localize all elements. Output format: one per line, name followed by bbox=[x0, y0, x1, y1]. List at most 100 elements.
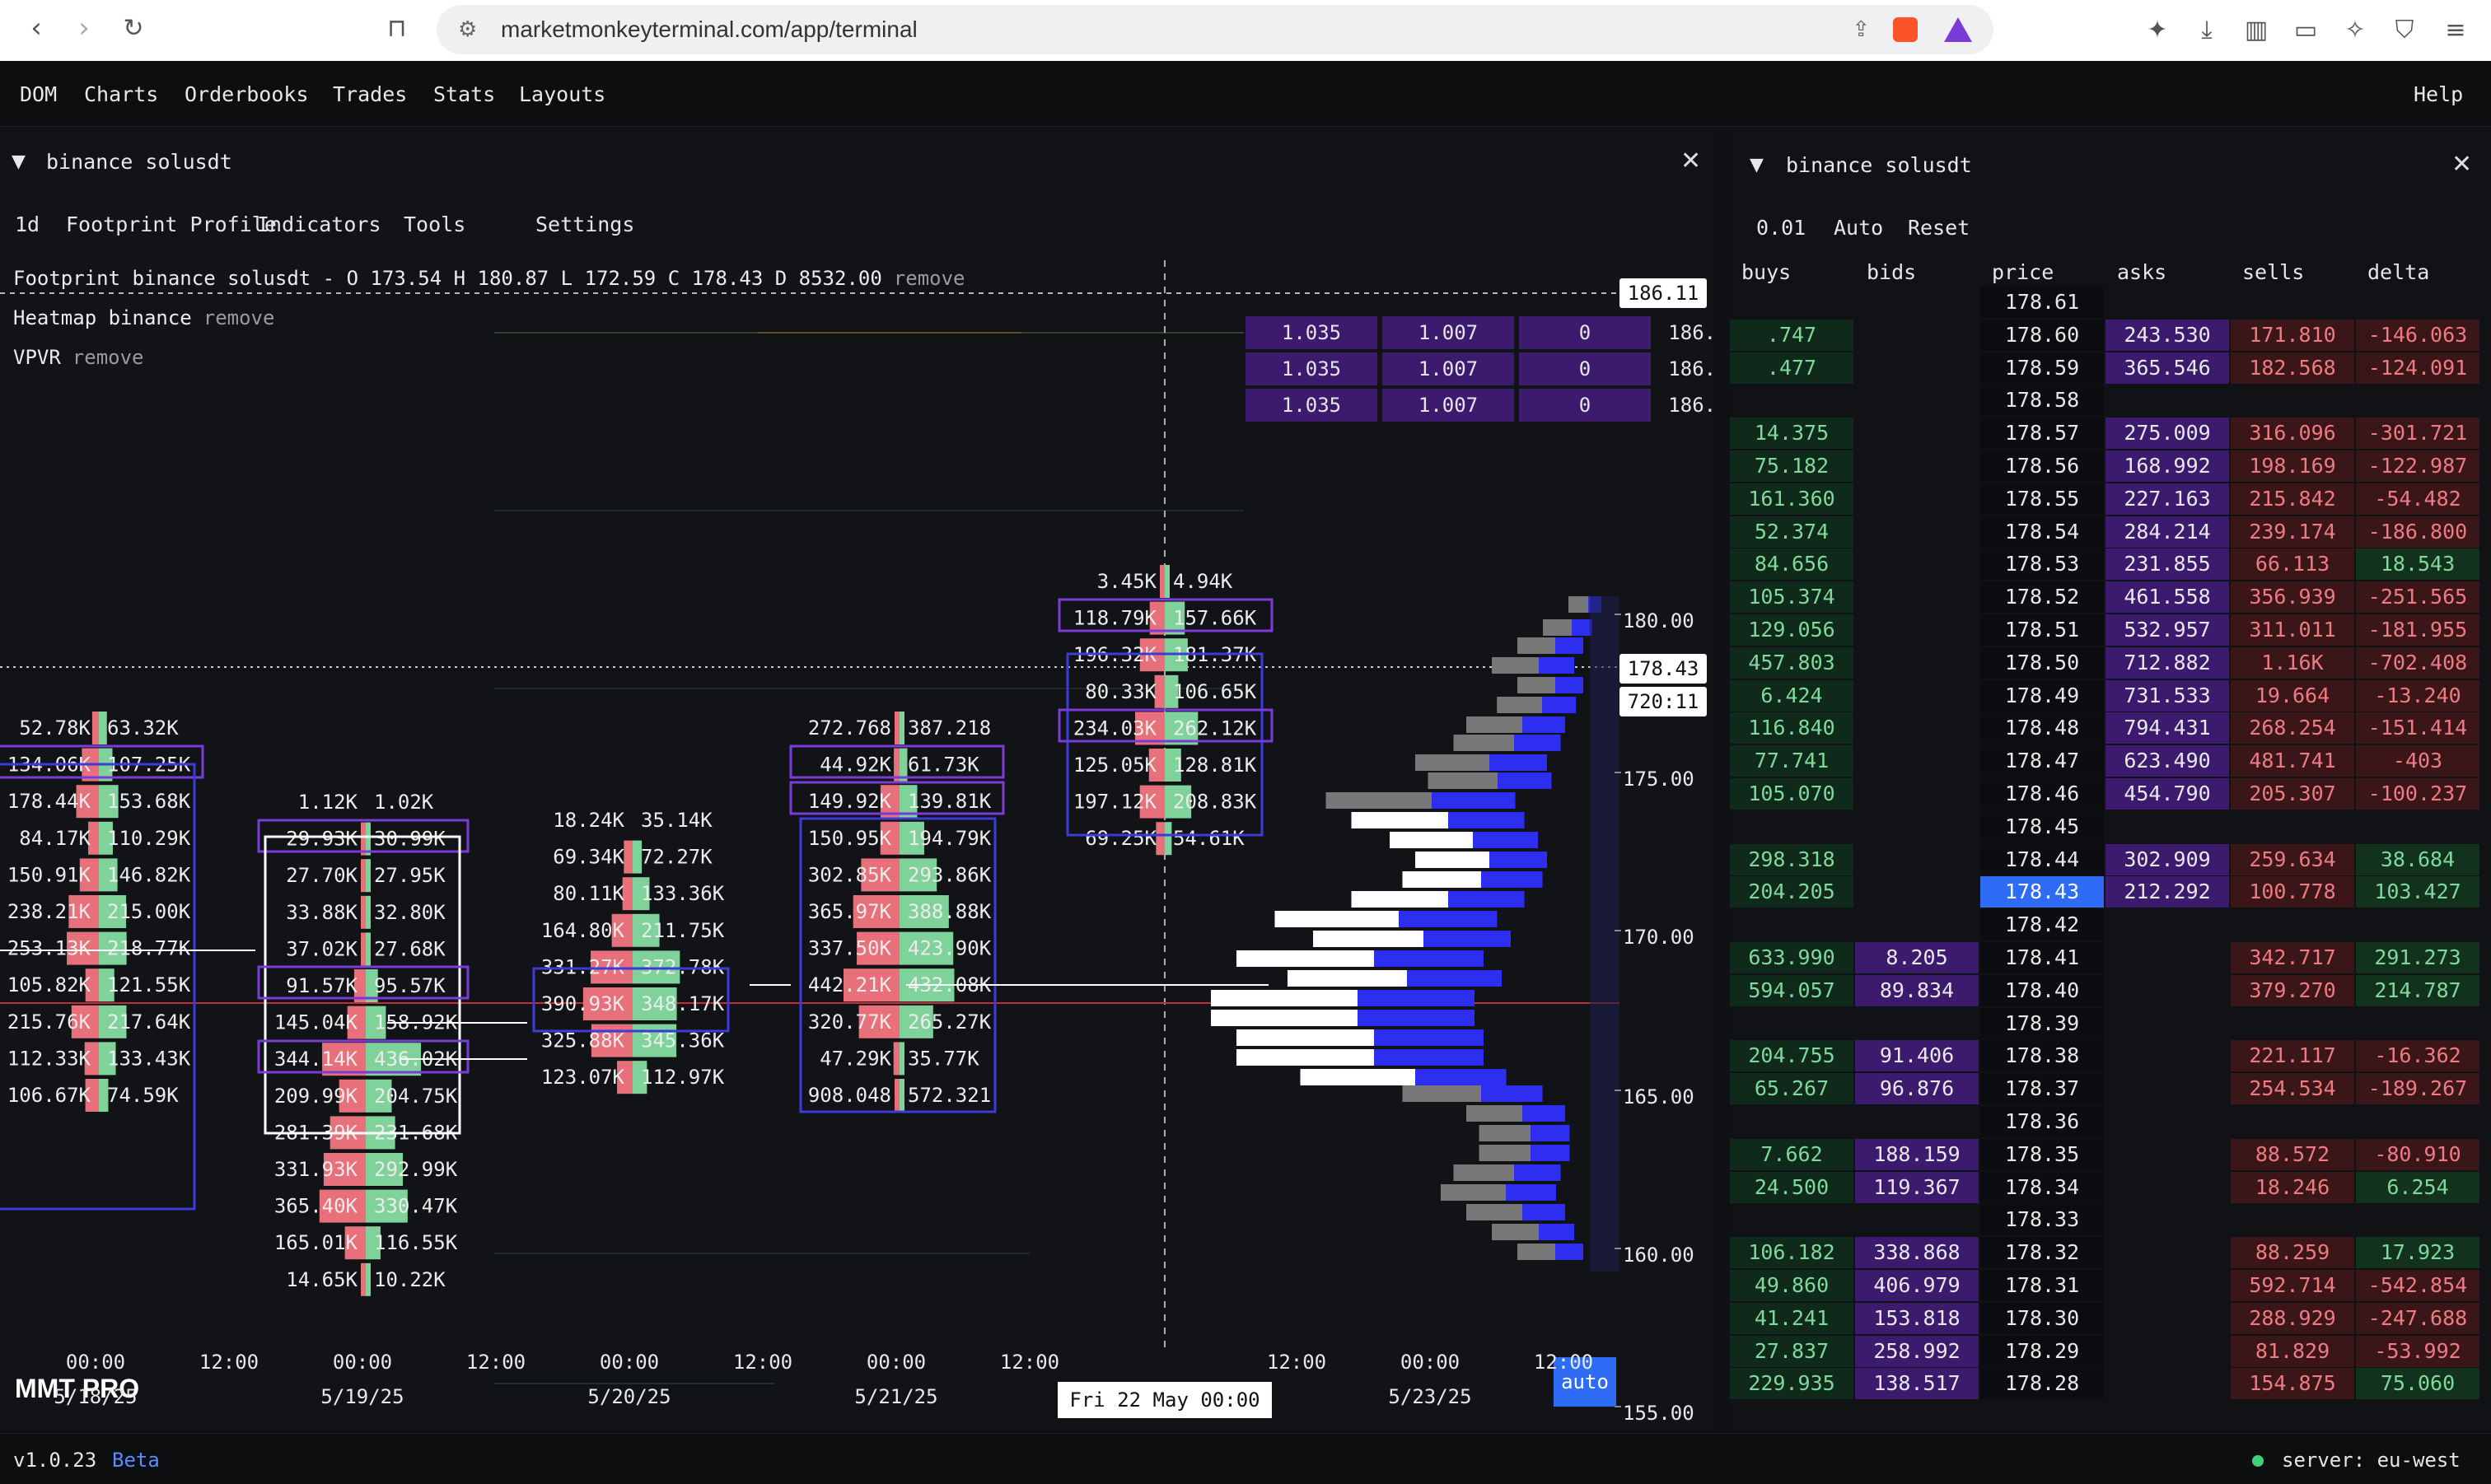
dom-row[interactable]: 24.500 119.367 178.34 18.246 6.254 bbox=[1730, 1171, 2491, 1205]
dom-row[interactable]: 298.318 178.44 302.909 259.634 38.684 bbox=[1730, 843, 2491, 877]
dom-row[interactable]: 6.424 178.49 731.533 19.664 -13.240 bbox=[1730, 679, 2491, 713]
dom-panel-title: binance solusdt bbox=[1786, 153, 1972, 177]
bid-volume-label: 125.05K bbox=[1073, 754, 1157, 777]
vpvr-sell-bar bbox=[1521, 1204, 1565, 1220]
bookmark-icon[interactable]: ⊓ bbox=[387, 13, 407, 43]
settings-button[interactable]: Settings bbox=[535, 212, 635, 236]
time-axis-tick-label: 00:00 bbox=[1400, 1351, 1460, 1374]
remove-heatmap-button[interactable]: remove bbox=[203, 306, 275, 329]
dom-row[interactable]: .477 178.59 365.546 182.568 -124.091 bbox=[1730, 352, 2491, 385]
dom-cell-sells: 182.568 bbox=[2231, 352, 2354, 384]
leo-icon[interactable]: ✧ bbox=[2344, 15, 2366, 44]
vpvr-background bbox=[1590, 596, 1619, 1272]
bid-volume-label: 18.24K bbox=[553, 809, 624, 832]
timeframe-button[interactable]: 1d bbox=[15, 212, 40, 236]
dom-row[interactable]: 52.374 178.54 284.214 239.174 -186.800 bbox=[1730, 516, 2491, 549]
dom-row[interactable]: 105.070 178.46 454.790 205.307 -100.237 bbox=[1730, 778, 2491, 811]
dom-row[interactable]: 14.375 178.57 275.009 316.096 -301.721 bbox=[1730, 418, 2491, 450]
dom-row[interactable]: 178.39 bbox=[1730, 1007, 2491, 1041]
menu-dom[interactable]: DOM bbox=[20, 82, 58, 106]
dom-row[interactable]: 594.057 89.834 178.40 379.270 214.787 bbox=[1730, 974, 2491, 1008]
vpvr-buy-bar bbox=[1236, 1029, 1374, 1046]
ask-volume-bar bbox=[900, 712, 904, 744]
menu-stats[interactable]: Stats bbox=[433, 82, 496, 106]
remove-footprint-button[interactable]: remove bbox=[893, 267, 965, 290]
brave-rewards-icon[interactable] bbox=[1944, 17, 1972, 42]
auto-scale-button[interactable]: auto bbox=[1554, 1357, 1616, 1407]
dom-row[interactable]: 178.42 bbox=[1730, 909, 2491, 942]
menu-orderbooks[interactable]: Orderbooks bbox=[185, 82, 309, 106]
bid-volume-bar bbox=[880, 785, 900, 819]
time-axis-tick-label: 00:00 bbox=[599, 1351, 660, 1374]
dom-cell-sells: 18.246 bbox=[2231, 1171, 2354, 1203]
dom-cell-delta: 291.273 bbox=[2356, 942, 2479, 973]
sidebar-icon[interactable]: ▥ bbox=[2244, 15, 2269, 44]
bid-volume-bar bbox=[843, 968, 900, 1002]
dom-row[interactable]: 65.267 96.876 178.37 254.534 -189.267 bbox=[1730, 1073, 2491, 1106]
menu-charts[interactable]: Charts bbox=[84, 82, 159, 106]
dom-row[interactable]: 178.45 bbox=[1730, 810, 2491, 844]
dom-row[interactable]: 178.36 bbox=[1730, 1106, 2491, 1139]
dom-cell-asks bbox=[2105, 1008, 2229, 1039]
vpn-icon[interactable]: ⛉ bbox=[2395, 15, 2414, 44]
dom-row[interactable]: 116.840 178.48 794.431 268.254 -151.414 bbox=[1730, 712, 2491, 745]
tick-size-select[interactable]: 0.01 bbox=[1756, 216, 1806, 240]
dom-row[interactable]: 27.837 258.992 178.29 81.829 -53.992 bbox=[1730, 1335, 2491, 1369]
dom-row[interactable]: 77.741 178.47 623.490 481.741 -403 bbox=[1730, 745, 2491, 778]
dom-row[interactable]: 161.360 178.55 227.163 215.842 -54.482 bbox=[1730, 483, 2491, 516]
dom-row[interactable]: 204.755 91.406 178.38 221.117 -16.362 bbox=[1730, 1040, 2491, 1073]
menu-trades[interactable]: Trades bbox=[333, 82, 408, 106]
chart-canvas[interactable]: 52.78K 63.32K 134.06K 107.25K 178.44K 153.68K… bbox=[0, 260, 1715, 1426]
brave-shield-icon[interactable] bbox=[1893, 17, 1918, 42]
dom-ladder[interactable]: 178.61.747 178.60 243.530 171.810 -146.063.4… bbox=[1730, 287, 2491, 1426]
legend-footprint: Footprint binance solusdt - O 173.54 H 1… bbox=[13, 267, 965, 290]
dom-header-price: price bbox=[1992, 260, 2054, 284]
dom-row[interactable]: 49.860 406.979 178.31 592.714 -542.854 bbox=[1730, 1270, 2491, 1303]
bid-volume-label: 234.03K bbox=[1073, 716, 1157, 740]
collapse-icon[interactable]: ▼ bbox=[12, 152, 26, 172]
dom-row[interactable]: 7.662 188.159 178.35 88.572 -80.910 bbox=[1730, 1138, 2491, 1172]
address-bar[interactable]: ⚙ marketmonkeyterminal.com/app/terminal … bbox=[437, 5, 1993, 54]
dom-row[interactable]: 75.182 178.56 168.992 198.169 -122.987 bbox=[1730, 450, 2491, 483]
dom-row[interactable]: 178.33 bbox=[1730, 1204, 2491, 1237]
menu-help[interactable]: Help bbox=[2414, 82, 2464, 106]
dom-row[interactable]: 41.241 153.818 178.30 288.929 -247.688 bbox=[1730, 1302, 2491, 1336]
remove-vpvr-button[interactable]: remove bbox=[72, 346, 144, 369]
extensions-icon[interactable]: ✦ bbox=[2147, 15, 2168, 44]
collapse-icon[interactable]: ▼ bbox=[1750, 155, 1764, 175]
download-icon[interactable]: ⤓ bbox=[2201, 15, 2213, 44]
dom-row[interactable]: 105.374 178.52 461.558 356.939 -251.565 bbox=[1730, 581, 2491, 614]
auto-center-button[interactable]: Auto bbox=[1834, 216, 1884, 240]
reset-button[interactable]: Reset bbox=[1908, 216, 1970, 240]
close-icon[interactable]: ✕ bbox=[2451, 150, 2473, 179]
browser-toolbar: ‹ › ↻ ⊓ ⚙ marketmonkeyterminal.com/app/t… bbox=[0, 0, 2491, 61]
wallet-icon[interactable]: ▭ bbox=[2293, 15, 2318, 44]
dom-row[interactable]: 204.205 178.43 212.292 100.778 103.427 bbox=[1730, 876, 2491, 909]
forward-icon[interactable]: › bbox=[78, 12, 90, 44]
dom-row[interactable]: 633.990 8.205 178.41 342.717 291.273 bbox=[1730, 942, 2491, 975]
share-icon[interactable]: ⇪ bbox=[1852, 17, 1870, 42]
reload-icon[interactable]: ↻ bbox=[123, 13, 144, 43]
beta-badge[interactable]: Beta bbox=[112, 1449, 160, 1472]
dom-row[interactable]: 229.935 138.517 178.28 154.875 75.060 bbox=[1730, 1368, 2491, 1401]
dom-cell-sells: 342.717 bbox=[2231, 942, 2354, 973]
dom-cell-asks: 275.009 bbox=[2105, 418, 2229, 450]
menu-icon[interactable]: ≡ bbox=[2445, 15, 2466, 44]
indicators-button[interactable]: Indicators bbox=[257, 212, 381, 236]
dom-row[interactable]: 178.61 bbox=[1730, 287, 2491, 320]
site-settings-icon[interactable]: ⚙ bbox=[458, 17, 478, 42]
dom-row[interactable]: 129.056 178.51 532.957 311.011 -181.955 bbox=[1730, 614, 2491, 647]
menu-layouts[interactable]: Layouts bbox=[519, 82, 606, 106]
dom-row[interactable]: .747 178.60 243.530 171.810 -146.063 bbox=[1730, 319, 2491, 352]
dom-row[interactable]: 457.803 178.50 712.882 1.16K -702.408 bbox=[1730, 646, 2491, 680]
dom-row[interactable]: 84.656 178.53 231.855 66.113 18.543 bbox=[1730, 548, 2491, 581]
dom-cell-price: 178.47 bbox=[1980, 745, 2104, 777]
back-icon[interactable]: ‹ bbox=[30, 12, 42, 44]
dom-row[interactable]: 106.182 338.868 178.32 88.259 17.923 bbox=[1730, 1237, 2491, 1270]
tools-button[interactable]: Tools bbox=[404, 212, 466, 236]
dom-cell-sells: 81.829 bbox=[2231, 1335, 2354, 1367]
close-icon[interactable]: ✕ bbox=[1680, 147, 1702, 175]
vpvr-sell-bar bbox=[1512, 735, 1561, 751]
dom-row[interactable]: 178.58 bbox=[1730, 385, 2491, 418]
footprint-profile-button[interactable]: Footprint Profile bbox=[66, 212, 277, 236]
